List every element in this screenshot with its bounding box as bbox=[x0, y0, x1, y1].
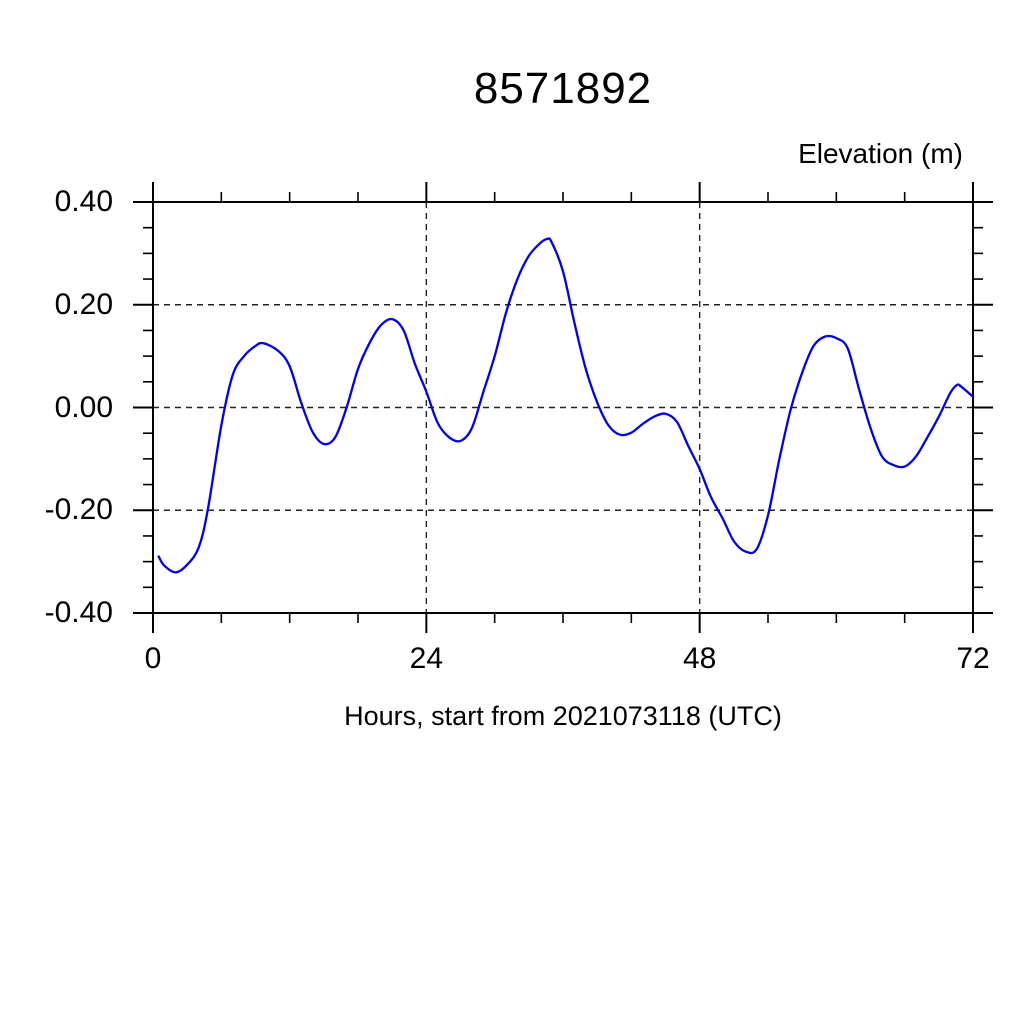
x-tick-label: 0 bbox=[144, 642, 162, 675]
x-tick-label: 72 bbox=[956, 642, 990, 675]
x-tick-label: 48 bbox=[682, 642, 717, 675]
y-tick-label: 0.20 bbox=[54, 287, 113, 321]
elevation-axis-label: Elevation (m) bbox=[798, 138, 963, 169]
y-tick-label: 0.00 bbox=[54, 390, 113, 424]
elevation-curve bbox=[157, 237, 975, 574]
x-axis-label: Hours, start from 2021073118 (UTC) bbox=[344, 701, 782, 731]
y-tick-label: 0.40 bbox=[54, 185, 113, 218]
page-title: 8571892 bbox=[473, 64, 653, 113]
x-tick-label: 24 bbox=[409, 642, 444, 675]
y-tick-label: -0.20 bbox=[44, 493, 113, 527]
y-tick-label: -0.40 bbox=[44, 596, 113, 629]
